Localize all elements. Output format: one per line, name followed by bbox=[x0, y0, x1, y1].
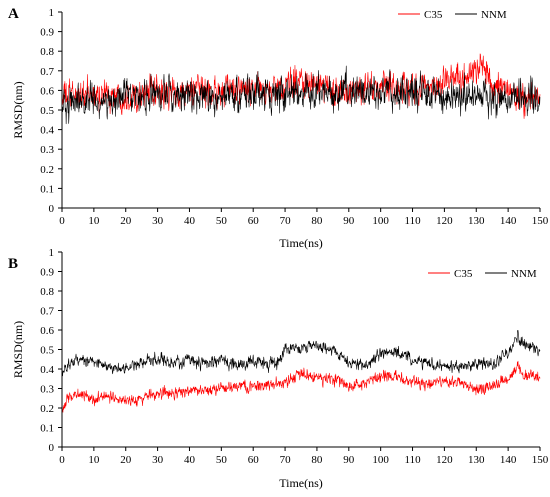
x-axis-label: Time(ns) bbox=[279, 236, 323, 250]
y-axis-label: RMSD(nm) bbox=[11, 321, 25, 378]
panel-a: 0 10 20 30 40 50 60 70 80 90 100 110 120 130 140 150 0 0.… bbox=[8, 6, 549, 250]
x-tick-label: 50 bbox=[216, 454, 228, 466]
x-tick-label: 120 bbox=[436, 454, 453, 466]
y-tick-label: 0.6 bbox=[40, 85, 54, 97]
x-tick-label: 100 bbox=[372, 454, 389, 466]
x-tick-label: 60 bbox=[248, 215, 260, 227]
x-tick-label: 80 bbox=[311, 215, 323, 227]
y-tick-label: 0.6 bbox=[40, 325, 54, 337]
x-tick-label: 130 bbox=[468, 454, 485, 466]
x-tick-label: 60 bbox=[248, 454, 260, 466]
x-tick-label: 30 bbox=[152, 454, 164, 466]
y-tick-label: 1 bbox=[49, 247, 55, 259]
x-tick-label: 140 bbox=[500, 454, 517, 466]
x-tick-label: 0 bbox=[59, 215, 65, 227]
y-tick-label: 0.4 bbox=[40, 125, 54, 137]
panel-label: A bbox=[8, 6, 19, 22]
x-tick-label: 80 bbox=[311, 454, 323, 466]
y-tick-label: 0.5 bbox=[40, 345, 54, 357]
series-line-c35 bbox=[61, 360, 541, 413]
panel-label: B bbox=[8, 256, 18, 272]
x-tick-label: 110 bbox=[404, 454, 421, 466]
y-tick-label: 0.8 bbox=[40, 46, 54, 58]
x-tick-label: 30 bbox=[152, 215, 164, 227]
y-tick-label: 0.7 bbox=[40, 306, 54, 318]
legend-label-c35: C35 bbox=[424, 9, 443, 21]
y-tick-label: 0.9 bbox=[40, 27, 54, 39]
legend-label-nnm: NNM bbox=[481, 9, 507, 21]
y-tick-label: 0.4 bbox=[40, 364, 54, 376]
x-tick-label: 120 bbox=[436, 215, 453, 227]
y-tick-label: 1 bbox=[49, 7, 55, 19]
x-tick-label: 100 bbox=[372, 215, 389, 227]
series-line-nnm bbox=[61, 65, 541, 125]
y-tick-label: 0.1 bbox=[40, 183, 54, 195]
series-line-nnm bbox=[61, 329, 541, 377]
x-axis-label: Time(ns) bbox=[279, 476, 323, 490]
y-tick-label: 0 bbox=[49, 442, 55, 454]
legend-label-nnm: NNM bbox=[511, 268, 537, 280]
x-tick-label: 10 bbox=[88, 454, 100, 466]
x-tick-label: 150 bbox=[532, 454, 549, 466]
panel-b: 0 10 20 30 40 50 60 70 80 90 100 110 120 130 140 150 0 0.… bbox=[8, 247, 549, 490]
y-tick-label: 0.8 bbox=[40, 286, 54, 298]
x-tick-label: 40 bbox=[184, 215, 196, 227]
x-tick-label: 50 bbox=[216, 215, 228, 227]
x-tick-label: 110 bbox=[404, 215, 421, 227]
y-tick-label: 0.3 bbox=[40, 384, 54, 396]
x-tick-label: 20 bbox=[120, 454, 132, 466]
y-axis-label: RMSD(nm) bbox=[11, 81, 25, 138]
x-tick-label: 150 bbox=[532, 215, 549, 227]
y-tick-label: 0.9 bbox=[40, 267, 54, 279]
x-tick-label: 90 bbox=[343, 215, 355, 227]
x-tick-label: 90 bbox=[343, 454, 355, 466]
y-tick-label: 0.3 bbox=[40, 144, 54, 156]
x-tick-label: 20 bbox=[120, 215, 132, 227]
legend-label-c35: C35 bbox=[454, 268, 473, 280]
y-tick-label: 0.2 bbox=[40, 403, 54, 415]
x-tick-label: 0 bbox=[59, 454, 65, 466]
x-tick-label: 130 bbox=[468, 215, 485, 227]
y-tick-label: 0.1 bbox=[40, 423, 54, 435]
y-tick-label: 0.5 bbox=[40, 105, 54, 117]
y-tick-label: 0.7 bbox=[40, 66, 54, 78]
x-tick-label: 70 bbox=[280, 215, 292, 227]
x-tick-label: 10 bbox=[88, 215, 100, 227]
series-line-c35 bbox=[61, 53, 541, 119]
x-tick-label: 140 bbox=[500, 215, 517, 227]
y-tick-label: 0 bbox=[49, 203, 55, 215]
x-tick-label: 70 bbox=[280, 454, 292, 466]
x-tick-label: 40 bbox=[184, 454, 196, 466]
y-tick-label: 0.2 bbox=[40, 164, 54, 176]
